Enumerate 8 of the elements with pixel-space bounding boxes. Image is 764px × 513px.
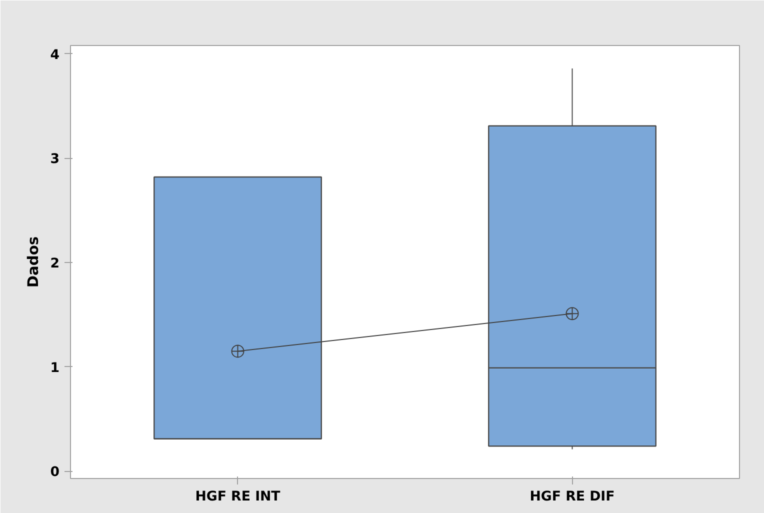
y-axis-title: Dados — [25, 236, 42, 288]
y-tick-label: 3 — [50, 152, 60, 168]
y-tick-label: 2 — [50, 256, 60, 272]
y-tick-label: 1 — [50, 360, 60, 376]
y-tick-label: 0 — [50, 465, 60, 480]
x-tick-label: HGF RE INT — [195, 490, 282, 504]
x-tick-label: HGF RE DIF — [530, 490, 615, 504]
y-tick-label: 4 — [50, 48, 60, 63]
